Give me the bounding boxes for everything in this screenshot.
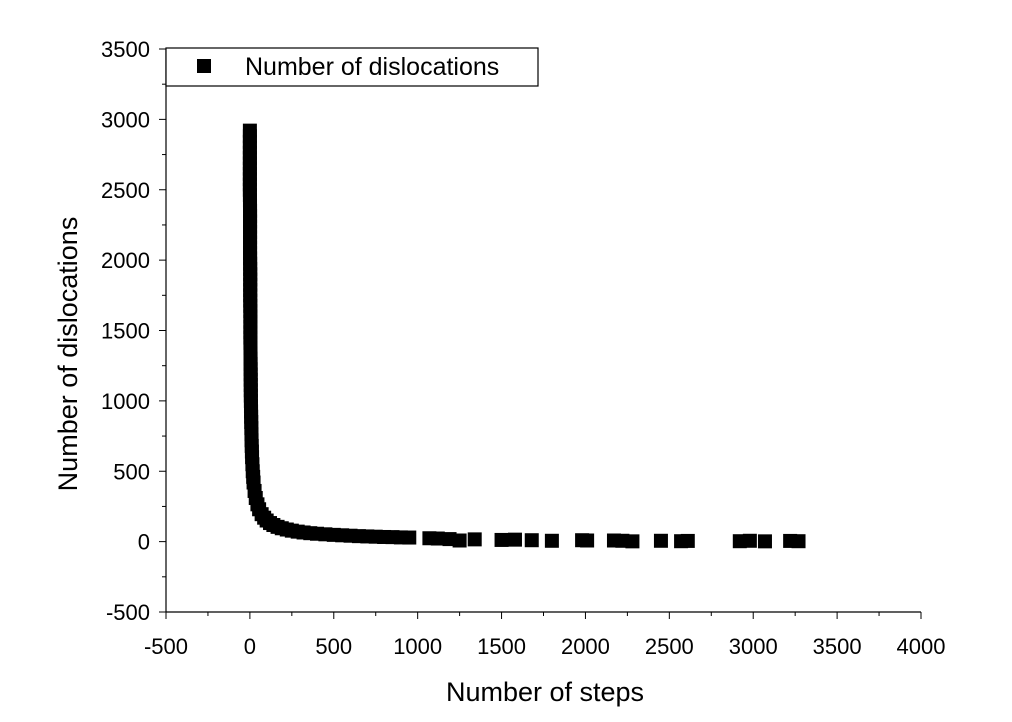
data-point [680, 533, 695, 548]
x-tick-label: 1500 [477, 634, 526, 659]
x-axis-title: Number of steps [446, 677, 644, 707]
legend-label: Number of dislocations [245, 53, 499, 81]
data-point [544, 533, 559, 548]
data-point [452, 533, 467, 548]
data-point [742, 533, 757, 548]
y-axis-title: Number of dislocations [53, 217, 83, 492]
y-tick-label: 2500 [101, 178, 150, 203]
x-tick-label: -500 [144, 634, 188, 659]
x-tick-label: 2000 [561, 634, 610, 659]
x-tick-label: 2500 [645, 634, 694, 659]
legend: Number of dislocations [165, 47, 539, 87]
y-tick-label: 1500 [101, 319, 150, 344]
data-points [242, 123, 806, 549]
data-point [757, 534, 772, 549]
data-point [507, 532, 522, 547]
y-tick-label: 1000 [101, 389, 150, 414]
y-tick-label: 3000 [101, 107, 150, 132]
y-tick-label: 2000 [101, 248, 150, 273]
y-tick-label: 500 [113, 459, 150, 484]
data-point [430, 531, 445, 546]
data-point [467, 532, 482, 547]
data-point [402, 530, 417, 545]
x-tick-label: 3500 [813, 634, 862, 659]
data-point [524, 533, 539, 548]
x-tick-label: 500 [315, 634, 352, 659]
x-tick-label: 1000 [393, 634, 442, 659]
data-point [494, 532, 509, 547]
data-point [653, 533, 668, 548]
data-point [791, 534, 806, 549]
y-tick-label: 3500 [101, 37, 150, 62]
x-tick-label: 4000 [897, 634, 946, 659]
data-point [625, 534, 640, 549]
legend-marker [197, 59, 211, 73]
ticks: -500 0 500 1000 1500 2000 2500 3000 3500 4000 -500… [101, 37, 945, 659]
legend-box [165, 47, 539, 87]
x-tick-label: 3000 [729, 634, 778, 659]
y-tick-label: -500 [106, 600, 150, 625]
x-tick-label: 0 [244, 634, 256, 659]
y-tick-label: 0 [138, 530, 150, 555]
data-point [580, 533, 595, 548]
